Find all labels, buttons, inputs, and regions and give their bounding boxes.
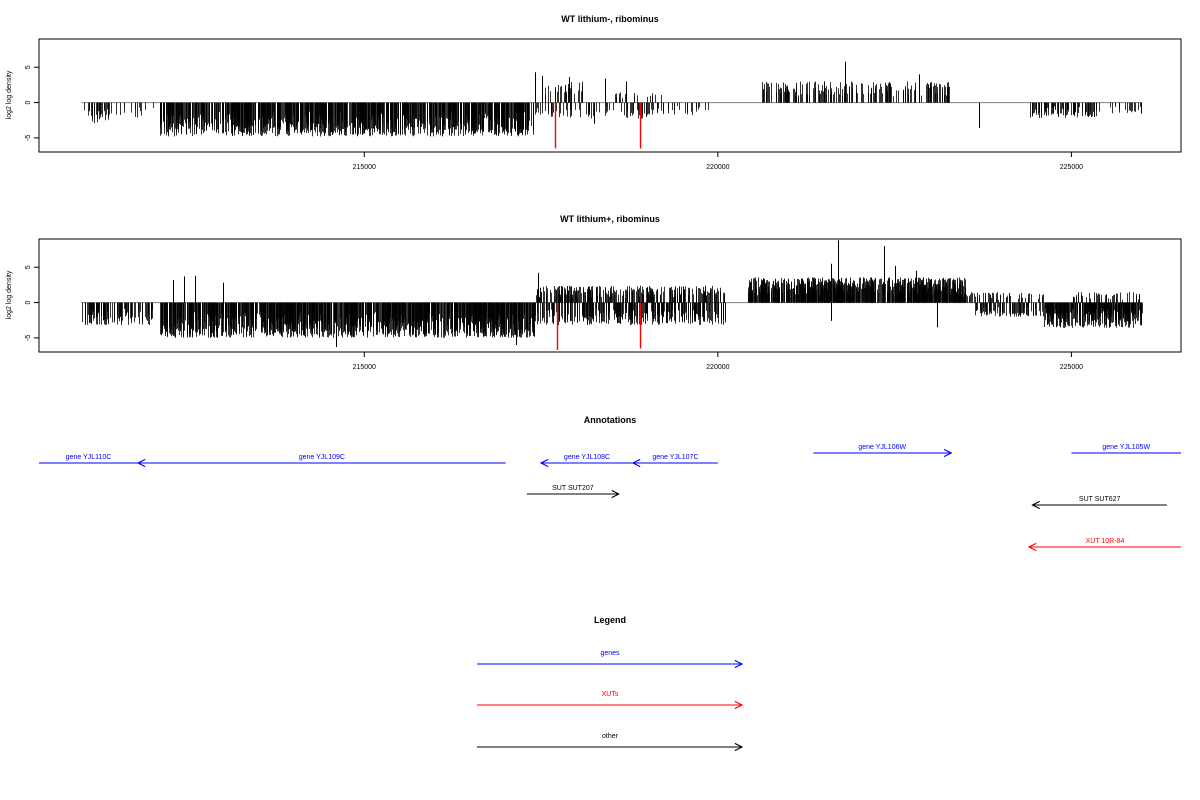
y-tick-label: 5 [25, 65, 32, 69]
legend-items: genes XUTs other [477, 650, 742, 747]
axes-layer: 215000 220000 225000 -5 0 5 [25, 65, 1083, 171]
y-tick-label: 0 [25, 301, 32, 305]
y-axis-label: log2 log density [6, 270, 13, 319]
panel-title: WT lithium+, ribominus [560, 214, 660, 224]
annotation-label: gene YJL110C [66, 454, 112, 461]
x-tick-label: 220000 [706, 164, 729, 171]
annotations-title: Annotations [584, 415, 637, 425]
x-tick-label: 215000 [353, 164, 376, 171]
x-tick-label: 215000 [353, 364, 376, 371]
annotation-label: SUT SUT627 [1079, 496, 1121, 503]
legend-panel: Legend genes XUTs other [477, 615, 742, 747]
plot-frame [38, 38, 1182, 153]
bar-layer [81, 61, 1143, 149]
annotation-label: gene YJL107C [652, 454, 698, 461]
axes-layer: 215000 220000 225000 -5 0 5 [25, 265, 1083, 371]
y-tick-label: 0 [25, 101, 32, 105]
annotation-features: gene YJL110C gene YJL109C gene YJL108C gene… [39, 444, 1181, 547]
annotation-label: gene YJL109C [299, 454, 345, 461]
annotation-label: gene YJL105W [1102, 444, 1150, 451]
annotation-label: gene YJL106W [858, 444, 906, 451]
legend-label: other [602, 733, 619, 740]
legend-title: Legend [594, 615, 626, 625]
legend-label: XUTs [602, 691, 619, 698]
legend-label: genes [600, 650, 620, 657]
bar-layer [81, 240, 1143, 350]
coverage-panel-lithium-plus: WT lithium+, ribominus log2 log density … [6, 214, 1182, 371]
coverage-panel-lithium-minus: WT lithium-, ribominus log2 log density … [6, 14, 1182, 171]
x-tick-label: 220000 [706, 364, 729, 371]
annotation-label: SUT SUT207 [552, 485, 594, 492]
annotation-label: XUT 10R-84 [1086, 538, 1125, 545]
x-tick-label: 225000 [1060, 164, 1083, 171]
annotations-panel: Annotations gene YJL110C gene YJL109C gene… [39, 415, 1181, 547]
y-tick-label: -5 [25, 335, 32, 341]
plot-frame [38, 238, 1182, 353]
x-tick-label: 225000 [1060, 364, 1083, 371]
y-tick-label: 5 [25, 265, 32, 269]
panel-title: WT lithium-, ribominus [561, 14, 659, 24]
annotation-label: gene YJL108C [564, 454, 610, 461]
y-axis-label: log2 log density [6, 70, 13, 119]
y-tick-label: -5 [25, 135, 32, 141]
